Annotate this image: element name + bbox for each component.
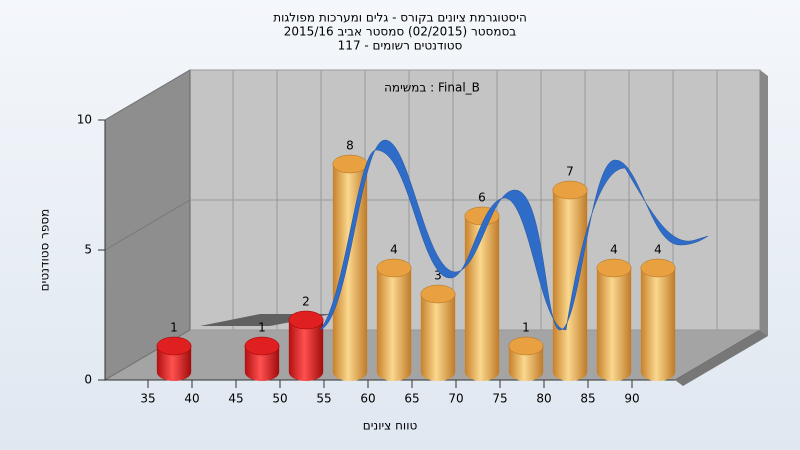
x-tick-label: 35 [140, 392, 155, 406]
x-tick-label: 90 [624, 392, 639, 406]
bar-body [420, 294, 456, 372]
bar-top [508, 336, 544, 356]
value-label: 7 [566, 165, 574, 179]
distribution-ribbon [319, 139, 709, 331]
value-label: 8 [346, 139, 354, 153]
bar: 4 [596, 243, 632, 381]
grid-line [104, 199, 191, 251]
bar: 8 [332, 139, 368, 381]
value-label: 1 [258, 321, 266, 335]
bar-body [640, 268, 676, 372]
floor-edge [675, 330, 768, 386]
bar-top [288, 310, 324, 330]
bar: 4 [376, 243, 412, 381]
x-tick-label: 65 [404, 392, 419, 406]
bar-top [376, 258, 412, 278]
x-tick-label: 60 [360, 392, 375, 406]
x-tick-label: 50 [272, 392, 287, 406]
bar-top [552, 180, 588, 200]
title-line: סטודנטים רשומים - 117 [338, 39, 463, 53]
bar-top [156, 336, 192, 356]
x-tick-label: 80 [536, 392, 551, 406]
bar-body [376, 268, 412, 372]
bar: 1 [508, 321, 544, 381]
x-tick-label: 45 [228, 392, 243, 406]
bar: 7 [552, 165, 588, 381]
bar-body [464, 216, 500, 372]
y-tick-label: 5 [84, 243, 92, 257]
bar-top [420, 284, 456, 304]
bar-top [332, 154, 368, 174]
bar-body [332, 164, 368, 372]
bar: 6 [464, 191, 500, 381]
x-tick-label: 75 [492, 392, 507, 406]
bar-body [596, 268, 632, 372]
value-label: 1 [522, 321, 530, 335]
value-label: 4 [654, 243, 662, 257]
value-label: 4 [390, 243, 398, 257]
x-tick-label: 55 [316, 392, 331, 406]
annotation: במשימה : Final_B [384, 81, 480, 95]
value-label: 4 [610, 243, 618, 257]
bar-body [552, 190, 588, 372]
bar-top [596, 258, 632, 278]
y-axis-label: מספר סטודנטים [38, 209, 52, 292]
value-label: 6 [478, 191, 486, 205]
x-axis-label: טווח ציונים [363, 419, 418, 433]
x-tick-label: 85 [580, 392, 595, 406]
wall-edge [760, 70, 768, 336]
bar-top [244, 336, 280, 356]
y-tick-label: 0 [84, 373, 92, 387]
bar: 4 [640, 243, 676, 381]
bar: 2 [288, 295, 324, 381]
bar: 1 [244, 321, 280, 381]
grid-line [104, 69, 191, 121]
value-label: 3 [434, 269, 442, 283]
title-line: היסטוגרמת ציונים בקורס - גלים ומערכות מפ… [273, 11, 527, 25]
y-tick-label: 10 [77, 113, 92, 127]
value-label: 1 [170, 321, 178, 335]
bar-top [640, 258, 676, 278]
title-line: בסמסטר (02/2015) סמסטר אביב 2015/16 [284, 25, 516, 39]
value-label: 2 [302, 295, 310, 309]
bar: 1 [156, 321, 192, 381]
x-tick-label: 70 [448, 392, 463, 406]
title: היסטוגרמת ציונים בקורס - גלים ומערכות מפ… [273, 11, 527, 53]
bar: 3 [420, 269, 456, 381]
x-tick-label: 40 [184, 392, 199, 406]
